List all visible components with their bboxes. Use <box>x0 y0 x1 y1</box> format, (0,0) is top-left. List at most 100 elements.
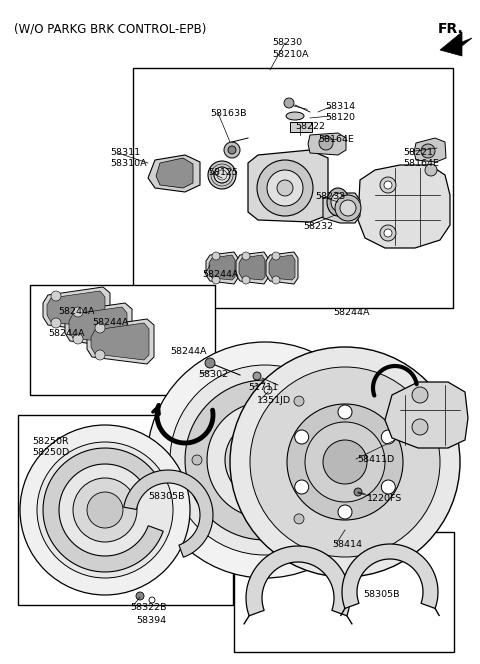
Polygon shape <box>87 319 154 364</box>
Text: 58221: 58221 <box>403 148 433 157</box>
Circle shape <box>253 372 261 380</box>
Text: 58250R: 58250R <box>32 437 69 446</box>
Text: 58210A: 58210A <box>272 50 309 59</box>
Text: 58314: 58314 <box>325 102 355 111</box>
Text: 58311: 58311 <box>110 148 140 157</box>
Circle shape <box>192 455 202 465</box>
Text: 58232: 58232 <box>303 222 333 231</box>
Circle shape <box>294 396 304 406</box>
Circle shape <box>257 160 313 216</box>
Circle shape <box>421 144 435 158</box>
Text: FR.: FR. <box>438 22 464 36</box>
Circle shape <box>250 367 440 557</box>
Text: 58164E: 58164E <box>318 135 354 144</box>
Polygon shape <box>358 165 450 248</box>
Circle shape <box>338 405 352 419</box>
Text: 58125: 58125 <box>208 168 238 177</box>
Circle shape <box>294 514 304 524</box>
Text: 58120: 58120 <box>325 113 355 122</box>
Text: 58322B: 58322B <box>130 603 167 612</box>
Circle shape <box>214 167 230 183</box>
Text: 58244A: 58244A <box>202 270 239 279</box>
Polygon shape <box>323 193 360 223</box>
Circle shape <box>212 252 220 260</box>
Circle shape <box>384 181 392 189</box>
Text: 51711: 51711 <box>248 383 278 392</box>
Circle shape <box>380 177 396 193</box>
Circle shape <box>73 334 83 344</box>
Circle shape <box>287 404 403 520</box>
Text: 58164E: 58164E <box>403 159 439 168</box>
Text: 58302: 58302 <box>198 370 228 379</box>
Circle shape <box>412 419 428 435</box>
Circle shape <box>51 318 61 328</box>
Circle shape <box>228 146 236 154</box>
Polygon shape <box>43 287 110 332</box>
Bar <box>234 532 454 652</box>
Circle shape <box>230 347 460 577</box>
Circle shape <box>242 252 250 260</box>
Text: 58250D: 58250D <box>32 448 69 457</box>
Circle shape <box>87 492 123 528</box>
Circle shape <box>170 365 360 555</box>
Text: 58244A: 58244A <box>170 347 206 356</box>
Text: 1351JD: 1351JD <box>257 396 291 405</box>
Circle shape <box>277 180 293 196</box>
Polygon shape <box>342 544 438 608</box>
Bar <box>290 122 312 132</box>
Circle shape <box>425 164 437 176</box>
Circle shape <box>225 420 305 500</box>
Text: 58244A: 58244A <box>58 307 95 316</box>
Circle shape <box>136 592 144 600</box>
Polygon shape <box>124 470 213 557</box>
Text: 58222: 58222 <box>295 122 325 131</box>
Text: 58163B: 58163B <box>210 109 247 118</box>
Circle shape <box>319 136 333 150</box>
Circle shape <box>284 98 294 108</box>
Ellipse shape <box>286 112 304 120</box>
Text: 58305B: 58305B <box>148 492 184 501</box>
Text: (W/O PARKG BRK CONTROL-EPB): (W/O PARKG BRK CONTROL-EPB) <box>14 22 206 35</box>
Text: 58230: 58230 <box>272 38 302 47</box>
Circle shape <box>95 323 105 333</box>
Circle shape <box>323 440 367 484</box>
Circle shape <box>242 276 250 284</box>
Text: 58414: 58414 <box>332 540 362 549</box>
Polygon shape <box>269 255 295 280</box>
Circle shape <box>340 200 356 216</box>
Bar <box>133 68 453 308</box>
Circle shape <box>73 307 83 317</box>
Circle shape <box>381 430 396 444</box>
Circle shape <box>267 170 303 206</box>
Text: 58411D: 58411D <box>357 455 394 464</box>
Polygon shape <box>440 32 472 56</box>
Circle shape <box>51 291 61 301</box>
Polygon shape <box>206 252 238 284</box>
Polygon shape <box>248 150 328 222</box>
Circle shape <box>224 142 240 158</box>
Polygon shape <box>236 252 268 284</box>
Circle shape <box>338 505 352 519</box>
Circle shape <box>147 342 383 578</box>
Ellipse shape <box>327 188 349 216</box>
Circle shape <box>384 229 392 237</box>
Polygon shape <box>69 307 127 344</box>
Polygon shape <box>308 133 346 155</box>
Text: 58244A: 58244A <box>333 308 370 317</box>
Ellipse shape <box>331 193 345 211</box>
Polygon shape <box>185 380 337 540</box>
Circle shape <box>380 225 396 241</box>
Polygon shape <box>266 252 298 284</box>
Text: 58305B: 58305B <box>363 590 399 599</box>
Circle shape <box>212 276 220 284</box>
Circle shape <box>37 442 173 578</box>
Circle shape <box>205 358 215 368</box>
Polygon shape <box>91 323 149 360</box>
Text: 1220FS: 1220FS <box>367 494 402 503</box>
Circle shape <box>295 480 309 494</box>
Polygon shape <box>414 138 446 162</box>
Polygon shape <box>148 155 200 192</box>
Circle shape <box>412 387 428 403</box>
Circle shape <box>381 480 396 494</box>
Circle shape <box>335 195 361 221</box>
